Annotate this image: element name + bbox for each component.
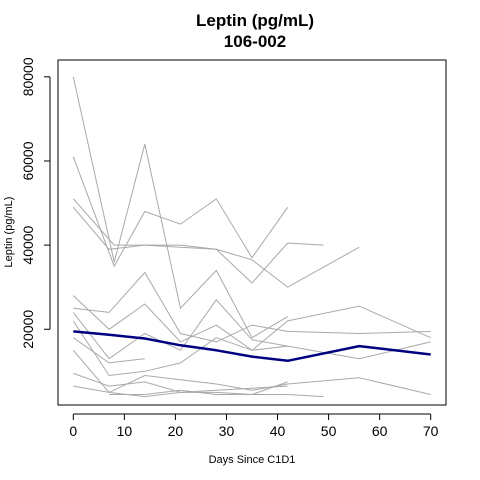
y-tick-label: 80000 bbox=[20, 57, 36, 96]
x-tick-label: 10 bbox=[117, 423, 133, 439]
background-series-line-3 bbox=[72, 198, 324, 284]
background-series-line-1 bbox=[72, 76, 288, 339]
y-tick-label: 40000 bbox=[20, 225, 36, 264]
background-series-line-12 bbox=[73, 385, 288, 398]
background-series-line-6 bbox=[73, 271, 431, 343]
chart-title-line1: Leptin (pg/mL) bbox=[196, 11, 314, 30]
background-series-line-9 bbox=[73, 337, 145, 364]
background-series-line-10 bbox=[72, 349, 431, 395]
x-axis-label: Days Since C1D1 bbox=[209, 454, 296, 466]
x-tick-label: 20 bbox=[168, 423, 184, 439]
y-axis: 20000 40000 60000 80000 bbox=[20, 57, 51, 349]
x-tick-label: 40 bbox=[270, 423, 286, 439]
background-series-line-7 bbox=[72, 298, 431, 360]
x-axis: 0 10 20 30 40 50 60 70 bbox=[69, 413, 439, 439]
x-tick-label: 30 bbox=[219, 423, 235, 439]
plot-frame bbox=[57, 59, 447, 406]
x-tick-label: 0 bbox=[69, 423, 77, 439]
background-series-line-2 bbox=[72, 156, 289, 268]
background-series-line-13 bbox=[109, 389, 324, 398]
x-tick-label: 60 bbox=[372, 423, 388, 439]
chart-title: Leptin (pg/mL) 106-002 bbox=[196, 11, 314, 51]
background-series-line-5 bbox=[72, 295, 431, 351]
background-series-line-8 bbox=[72, 320, 288, 377]
y-tick-label: 20000 bbox=[20, 310, 36, 349]
y-axis-label: Leptin (pg/mL) bbox=[3, 197, 15, 268]
series-layer bbox=[72, 76, 431, 398]
y-tick-label: 60000 bbox=[20, 141, 36, 180]
x-tick-label: 70 bbox=[423, 423, 439, 439]
highlight-series-line-1 bbox=[73, 330, 431, 363]
chart-title-line2: 106-002 bbox=[224, 32, 286, 51]
x-tick-label: 50 bbox=[321, 423, 337, 439]
background-series-line-4 bbox=[72, 206, 360, 288]
